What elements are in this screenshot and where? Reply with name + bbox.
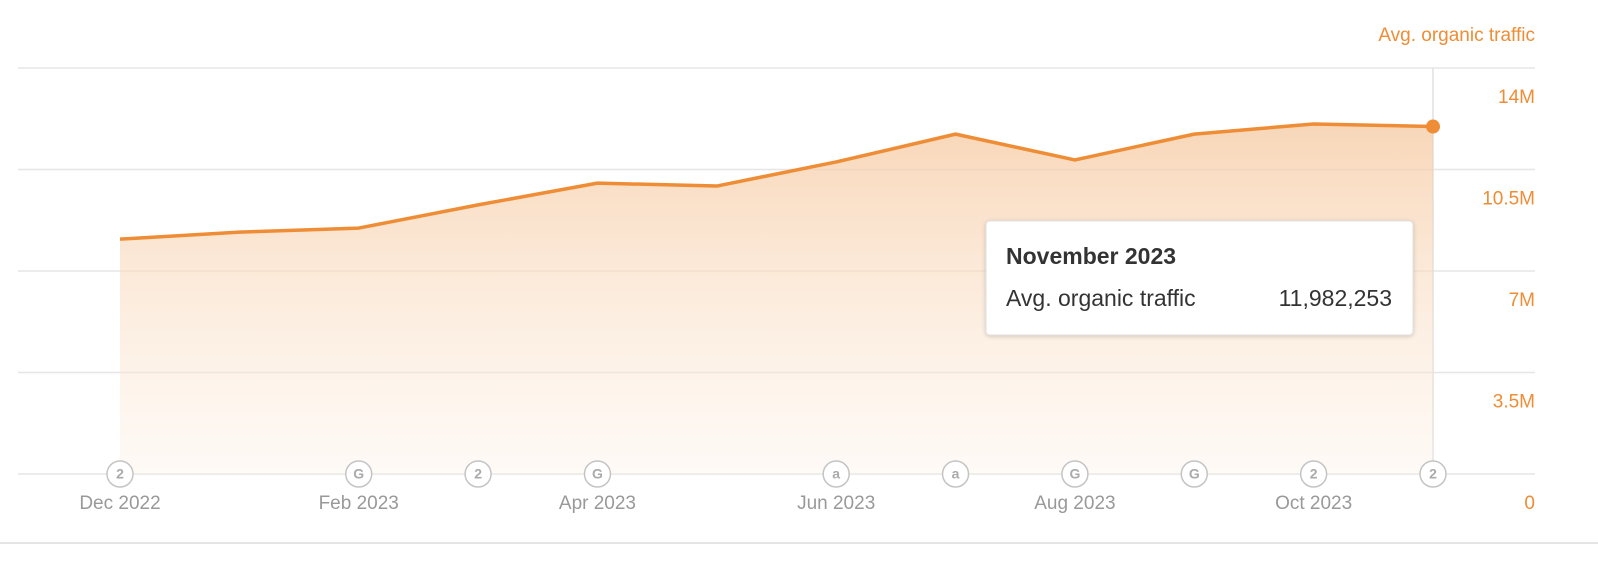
y-tick-label: 14M (1498, 87, 1535, 108)
tooltip-box (985, 220, 1414, 336)
hover-point (1426, 119, 1440, 134)
annotation-marker (1061, 460, 1089, 488)
y-axis-title: Avg. organic traffic (1378, 25, 1535, 46)
y-tick-label: 3.5M (1493, 392, 1535, 413)
annotation-marker (464, 460, 492, 488)
x-tick-label: Dec 2022 (79, 493, 160, 514)
annotation-label: G (353, 466, 364, 482)
annotation-marker (822, 460, 850, 488)
annotation-label: 2 (474, 466, 482, 482)
x-tick-label: Jun 2023 (797, 493, 875, 514)
tooltip-title: November 2023 (1006, 243, 1176, 269)
line (119, 122, 1434, 241)
y-tick-label: 10.5M (1482, 189, 1535, 210)
annotation-label: G (1069, 466, 1080, 482)
annotation-marker (583, 460, 612, 488)
annotation-marker (1299, 460, 1328, 488)
plot (119, 119, 1440, 474)
annotation-label: a (952, 466, 960, 482)
annotation-marker (1180, 460, 1209, 488)
tooltip-label: Avg. organic traffic (1006, 285, 1196, 311)
tooltip-value: 11,982,253 (1279, 285, 1392, 311)
annotation-label: a (832, 466, 840, 482)
x-tick-label: Feb 2023 (319, 493, 399, 514)
annotation-label: G (1189, 466, 1200, 482)
annotation-label: 2 (116, 466, 124, 482)
x-tick-label: Oct 2023 (1275, 493, 1352, 514)
annotation-label: 2 (1310, 466, 1318, 482)
x-tick-label: Apr 2023 (559, 493, 636, 514)
y-tick-label: 7M (1509, 290, 1535, 311)
annotation-marker (941, 460, 970, 488)
annotation-label: 2 (1429, 466, 1437, 482)
tooltip: November 2023 Avg. organic traffic 11,98… (985, 220, 1414, 336)
y-tick-label: 0 (1524, 493, 1535, 514)
x-tick-label: Aug 2023 (1034, 493, 1115, 514)
annotation-marker (344, 460, 373, 488)
annotation-marker (106, 460, 134, 488)
annotation-marker (1419, 460, 1447, 488)
annotation-label: G (592, 466, 603, 482)
